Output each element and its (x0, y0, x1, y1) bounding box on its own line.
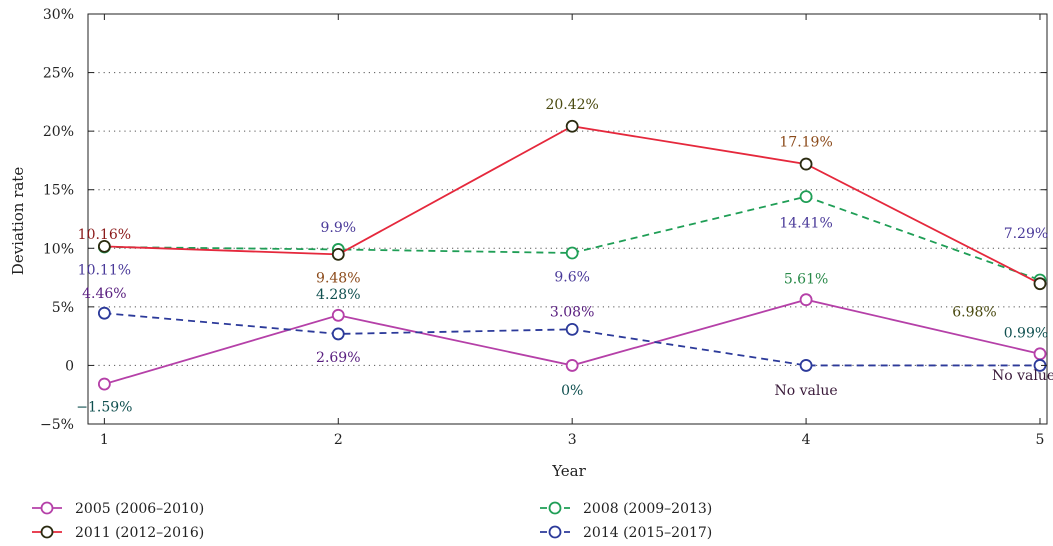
y-axis-title: Deviation rate (9, 167, 27, 276)
axes: −5% 0 5% 10% 15% 20% 25% 30% 1 2 3 4 5 (40, 7, 1048, 448)
legend-swatch-marker (40, 525, 54, 539)
y-tick-label: 5% (52, 300, 74, 316)
data-label: No value (992, 368, 1053, 384)
legend-item: 2014 (2015–2017) (540, 525, 712, 541)
data-point (565, 359, 579, 372)
data-label: 10.11% (78, 262, 131, 278)
legend-label: 2014 (2015–2017) (583, 525, 712, 541)
y-tick-label: 15% (43, 183, 74, 199)
data-point (799, 157, 813, 171)
legend: 2005 (2006–2010) 2008 (2009–2013) 2011 (20… (32, 501, 712, 541)
legend-label: 2005 (2006–2010) (75, 501, 204, 517)
data-label: 14.41% (779, 216, 832, 232)
data-point (1033, 347, 1047, 361)
x-tick-label: 4 (802, 432, 811, 448)
data-point (331, 247, 345, 261)
data-label: 9.9% (320, 220, 356, 236)
data-label: 0% (561, 383, 583, 399)
y-tick-label: 10% (43, 241, 74, 257)
data-label: No value (774, 383, 837, 399)
data-point (97, 377, 111, 391)
data-point (1033, 277, 1047, 291)
x-tick-label: 2 (334, 432, 343, 448)
x-tick-label: 1 (100, 432, 109, 448)
data-label: 20.42% (545, 97, 598, 113)
data-point (331, 327, 345, 341)
data-label: 2.69% (316, 350, 360, 366)
data-label: 4.28% (316, 287, 360, 303)
data-label: −1.59% (76, 399, 132, 415)
data-point (799, 293, 813, 307)
series-line (104, 195, 1041, 281)
y-tick-label: 30% (43, 7, 74, 23)
data-point (97, 240, 111, 253)
x-axis-title: Year (551, 462, 586, 480)
plot-frame (87, 13, 1048, 425)
y-tick-label: 20% (43, 124, 74, 140)
y-tick-label: 25% (43, 66, 74, 82)
data-label: 9.6% (554, 269, 590, 285)
data-label: 17.19% (779, 135, 832, 151)
data-label: 3.08% (550, 305, 594, 321)
legend-label: 2008 (2009–2013) (583, 501, 712, 517)
data-point (799, 190, 813, 204)
legend-label: 2011 (2012–2016) (75, 525, 204, 541)
x-tick-label: 3 (568, 432, 577, 448)
data-label: 7.29% (1004, 226, 1048, 242)
data-point (97, 306, 111, 320)
data-labels: 10.16% 10.11% 4.46% −1.59% 9.9% 9.48%4.28% 2.6… (76, 97, 1053, 415)
data-label: 5.61% (784, 272, 828, 288)
legend-item: 2011 (2012–2016) (32, 525, 204, 541)
series-layer (97, 119, 1047, 391)
legend-swatch-marker (40, 501, 54, 515)
y-tick-label: −5% (40, 417, 74, 433)
data-point (565, 322, 579, 336)
legend-swatch-marker (548, 501, 562, 515)
data-label: 10.16% (78, 227, 131, 243)
data-point (799, 359, 813, 372)
data-label: 4.46% (82, 286, 126, 302)
legend-item: 2005 (2006–2010) (32, 501, 204, 517)
series-1 (97, 293, 1047, 391)
data-label: 0.99% (1004, 326, 1048, 342)
series-line (104, 125, 1041, 285)
x-tick-label: 5 (1036, 432, 1045, 448)
data-label: 9.48% (316, 271, 360, 287)
data-point (331, 308, 345, 322)
series-4 (97, 306, 1047, 372)
legend-item: 2008 (2009–2013) (540, 501, 712, 517)
y-tick-label: 0 (65, 358, 74, 374)
data-point (565, 119, 579, 133)
data-point (565, 246, 579, 260)
legend-swatch-marker (548, 525, 562, 539)
series-3 (97, 119, 1047, 291)
data-label: 6.98% (952, 305, 996, 321)
